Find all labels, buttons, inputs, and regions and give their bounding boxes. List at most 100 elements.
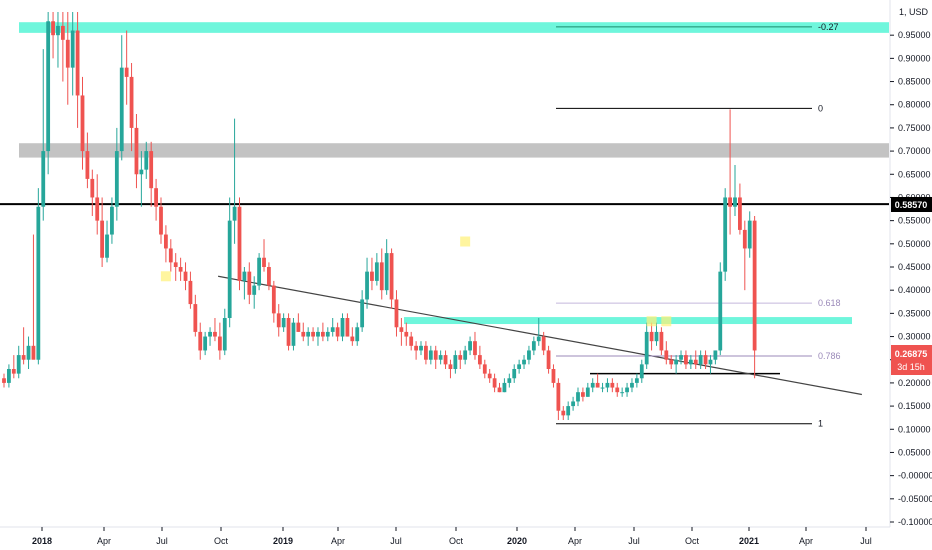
candle-up [291, 318, 296, 351]
candle-up [438, 350, 443, 365]
candle-up [330, 318, 335, 337]
candle-body [630, 382, 634, 388]
candle-down [163, 225, 168, 263]
highlight-marker [460, 236, 471, 247]
candle-body [409, 336, 414, 346]
candle-up [531, 336, 536, 356]
candle-body [649, 331, 654, 342]
highlight-marker [160, 271, 171, 282]
candle-down [541, 331, 546, 356]
candle-body [232, 206, 237, 221]
candle-body [453, 355, 458, 369]
fib-level-label: 0.786 [818, 351, 841, 361]
candle-body [541, 336, 546, 351]
candle-up [56, 12, 60, 68]
candle-down [649, 322, 654, 351]
candle-up [590, 378, 595, 393]
time-tick-label: Jul [628, 536, 640, 546]
time-axis[interactable]: 2018 Apr Jul Oct 2019 Apr Jul Oct 2020 Apr Jul Oct 2… [32, 527, 872, 546]
candle-body [590, 382, 595, 388]
candle-up [384, 239, 389, 295]
candle-body [345, 318, 350, 337]
candle-body [70, 30, 75, 68]
candle-down [90, 169, 95, 216]
candle-down [262, 239, 266, 272]
candle-down [433, 345, 438, 369]
candle-body [350, 336, 355, 342]
candle-up [36, 188, 41, 365]
candle-down [546, 345, 551, 374]
candle-body [507, 378, 512, 383]
candle-down [193, 294, 198, 337]
candle-body [281, 318, 286, 328]
candle-body [80, 95, 85, 152]
candle-body [531, 341, 536, 351]
candle-down [389, 248, 394, 309]
candle-down [473, 331, 477, 360]
candle-down [271, 280, 276, 323]
candle-body [335, 327, 340, 337]
candle-body [276, 313, 281, 328]
time-tick-label: Apr [568, 536, 582, 546]
price-axis[interactable]: -0.10000 -0.05000 -0.00000 0.05000 0.10000 0.… [890, 30, 932, 527]
price-tick-label: 0.65000 [898, 169, 931, 179]
candle-body [325, 331, 330, 337]
candle-body [581, 392, 585, 397]
time-tick-label: Apr [97, 536, 111, 546]
price-tick-label: 0.45000 [898, 262, 931, 272]
candle-up [600, 382, 605, 393]
time-tick-label: 2019 [273, 536, 293, 546]
price-tick-label: 0.80000 [898, 100, 931, 110]
candle-up [639, 359, 644, 383]
price-tick-label: 0.50000 [898, 239, 931, 249]
candle-down [80, 76, 85, 170]
candle-body [134, 127, 139, 175]
candle-up [222, 308, 227, 356]
candle-body [41, 151, 46, 207]
price-tick-label: 0.35000 [898, 308, 931, 318]
candle-body [443, 355, 448, 365]
candle-down [173, 253, 178, 281]
candle-up [620, 387, 625, 397]
candle-body [517, 364, 522, 369]
candle-body [95, 197, 100, 221]
candle-down [742, 220, 747, 291]
candle-up [242, 267, 247, 300]
candle-up [46, 12, 51, 175]
price-tick-label: 0.85000 [898, 77, 931, 87]
candle-body [708, 359, 713, 365]
last-price-badge: 0.26875 3d 15h [891, 345, 932, 375]
candle-up [625, 382, 629, 397]
candle-up [360, 290, 365, 332]
candle-body [595, 382, 600, 388]
candle-body [698, 355, 703, 365]
candle-body [728, 197, 732, 207]
candle-up [232, 118, 237, 244]
candle-body [247, 271, 252, 295]
candle-body [213, 331, 217, 337]
time-tick-label: 2021 [739, 536, 759, 546]
candle-body [11, 369, 16, 374]
candle-down [60, 12, 65, 82]
candle-up [114, 127, 119, 221]
candle-down [394, 290, 399, 337]
candle-up [340, 313, 345, 342]
candle-body [546, 350, 551, 369]
candle-body [742, 229, 747, 249]
candle-body [46, 21, 51, 152]
candle-body [733, 197, 737, 207]
middle-teal-zone [404, 317, 852, 325]
candle-body [271, 285, 276, 314]
candle-down [669, 355, 674, 369]
candle-up [679, 350, 683, 365]
candle-up [512, 364, 517, 383]
candle-up [110, 197, 114, 244]
candle-body [242, 271, 247, 281]
candle-body [114, 151, 119, 207]
time-tick-label: Jul [390, 536, 402, 546]
candle-body [139, 169, 144, 175]
candle-up [517, 359, 522, 374]
candle-up [468, 336, 472, 356]
candle-down [213, 318, 217, 342]
